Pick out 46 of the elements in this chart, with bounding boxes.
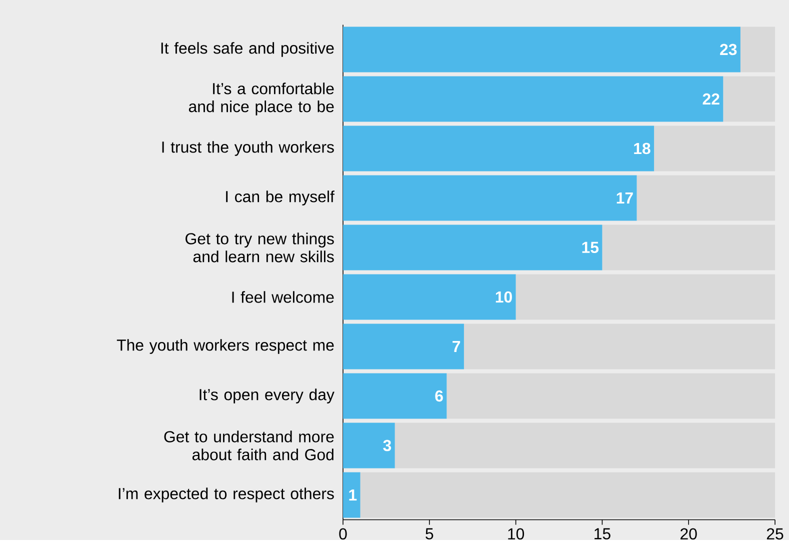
data-label: 18 xyxy=(634,142,650,154)
bar xyxy=(654,126,776,172)
bar xyxy=(343,274,516,320)
x-tick-label: 10 xyxy=(508,528,524,540)
bar xyxy=(516,274,776,320)
y-tick-label: I trust the youth workers xyxy=(162,141,334,156)
x-tick-label: 25 xyxy=(766,528,784,540)
bar xyxy=(360,472,776,518)
data-label: 3 xyxy=(383,440,392,452)
data-label: 17 xyxy=(616,192,633,204)
x-tick-label: 0 xyxy=(339,528,347,540)
data-label: 1 xyxy=(349,490,357,501)
bar xyxy=(343,76,724,122)
bar xyxy=(343,175,637,221)
y-tick-label: It feels safe and positive xyxy=(161,42,334,57)
bar xyxy=(636,175,776,221)
bar xyxy=(446,373,776,419)
bar xyxy=(394,422,776,468)
data-label: 15 xyxy=(582,242,599,254)
data-label: 10 xyxy=(496,291,512,303)
bar xyxy=(343,373,447,419)
data-label: 23 xyxy=(720,44,737,56)
y-tick-label: Get to understand more about faith and God xyxy=(164,430,334,460)
x-tick-label: 15 xyxy=(594,528,610,540)
bar xyxy=(464,324,776,370)
bar xyxy=(343,422,395,468)
bar xyxy=(343,472,360,518)
data-label: 7 xyxy=(452,341,460,352)
y-tick-label: I can be myself xyxy=(226,190,334,206)
bar xyxy=(343,324,464,370)
bar xyxy=(602,224,776,270)
x-tick-label: 20 xyxy=(680,528,697,540)
y-tick-label: I feel welcome xyxy=(232,291,334,303)
y-tick-label: Get to try new things and learn new skills xyxy=(186,232,334,262)
bar xyxy=(723,76,776,122)
x-tick-label: 5 xyxy=(426,528,434,540)
y-tick-label: It’s open every day xyxy=(200,388,334,404)
bar xyxy=(740,26,776,72)
y-tick-label: It’s a comfortable and nice place to be xyxy=(188,82,334,116)
bar xyxy=(343,224,602,270)
bar xyxy=(343,126,654,172)
data-label: 6 xyxy=(435,390,443,402)
y-tick-label: I’m expected to respect others xyxy=(118,488,334,502)
bar xyxy=(343,26,740,72)
y-tick-label: The youth workers respect me xyxy=(116,339,334,354)
data-label: 22 xyxy=(702,93,720,105)
